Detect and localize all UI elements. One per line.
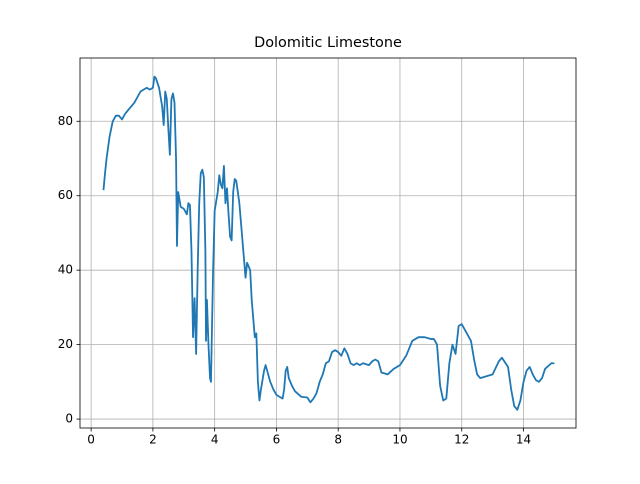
y-tick-label: 80: [58, 114, 73, 128]
plot-area: 0 2 4 6 8 10 12 14 0 20 40 60 80: [58, 58, 576, 447]
x-tick-label: 0: [87, 433, 95, 447]
x-tick-label: 2: [149, 433, 157, 447]
y-tick-label: 0: [65, 412, 73, 426]
x-tick-label: 8: [334, 433, 342, 447]
x-tick-label: 4: [211, 433, 219, 447]
x-tick-label: 12: [454, 433, 469, 447]
axes-frame: [79, 57, 577, 429]
chart-title: Dolomitic Limestone: [254, 35, 402, 51]
y-tick-label: 20: [58, 337, 73, 351]
y-tick-label: 60: [58, 188, 73, 202]
x-tick-label: 10: [392, 433, 407, 447]
x-tick-label: 6: [273, 433, 281, 447]
x-tick-label: 14: [516, 433, 531, 447]
y-tick-label: 40: [58, 263, 73, 277]
data-line: [102, 75, 555, 411]
